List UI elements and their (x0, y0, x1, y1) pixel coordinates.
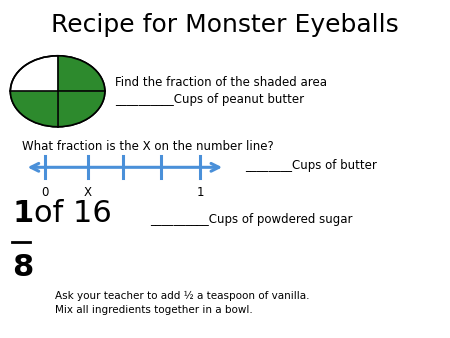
Text: What fraction is the X on the number line?: What fraction is the X on the number lin… (22, 140, 274, 152)
Text: X: X (84, 186, 92, 199)
Text: 1: 1 (197, 186, 204, 199)
Text: __________Cups of powdered sugar: __________Cups of powdered sugar (150, 214, 352, 226)
Wedge shape (58, 56, 105, 91)
Text: ________Cups of butter: ________Cups of butter (245, 159, 377, 171)
Text: Mix all ingredients together in a bowl.: Mix all ingredients together in a bowl. (55, 305, 253, 315)
Text: 0: 0 (41, 186, 49, 199)
Circle shape (10, 56, 105, 127)
Text: of 16: of 16 (34, 199, 112, 228)
Text: 8: 8 (12, 253, 33, 282)
Wedge shape (58, 91, 105, 127)
Text: __________Cups of peanut butter: __________Cups of peanut butter (115, 94, 304, 106)
Text: Recipe for Monster Eyeballs: Recipe for Monster Eyeballs (51, 13, 399, 37)
Text: Find the fraction of the shaded area: Find the fraction of the shaded area (115, 76, 327, 90)
Text: Ask your teacher to add ½ a teaspoon of vanilla.: Ask your teacher to add ½ a teaspoon of … (55, 291, 310, 301)
Wedge shape (10, 91, 58, 127)
Text: 1: 1 (12, 199, 33, 228)
